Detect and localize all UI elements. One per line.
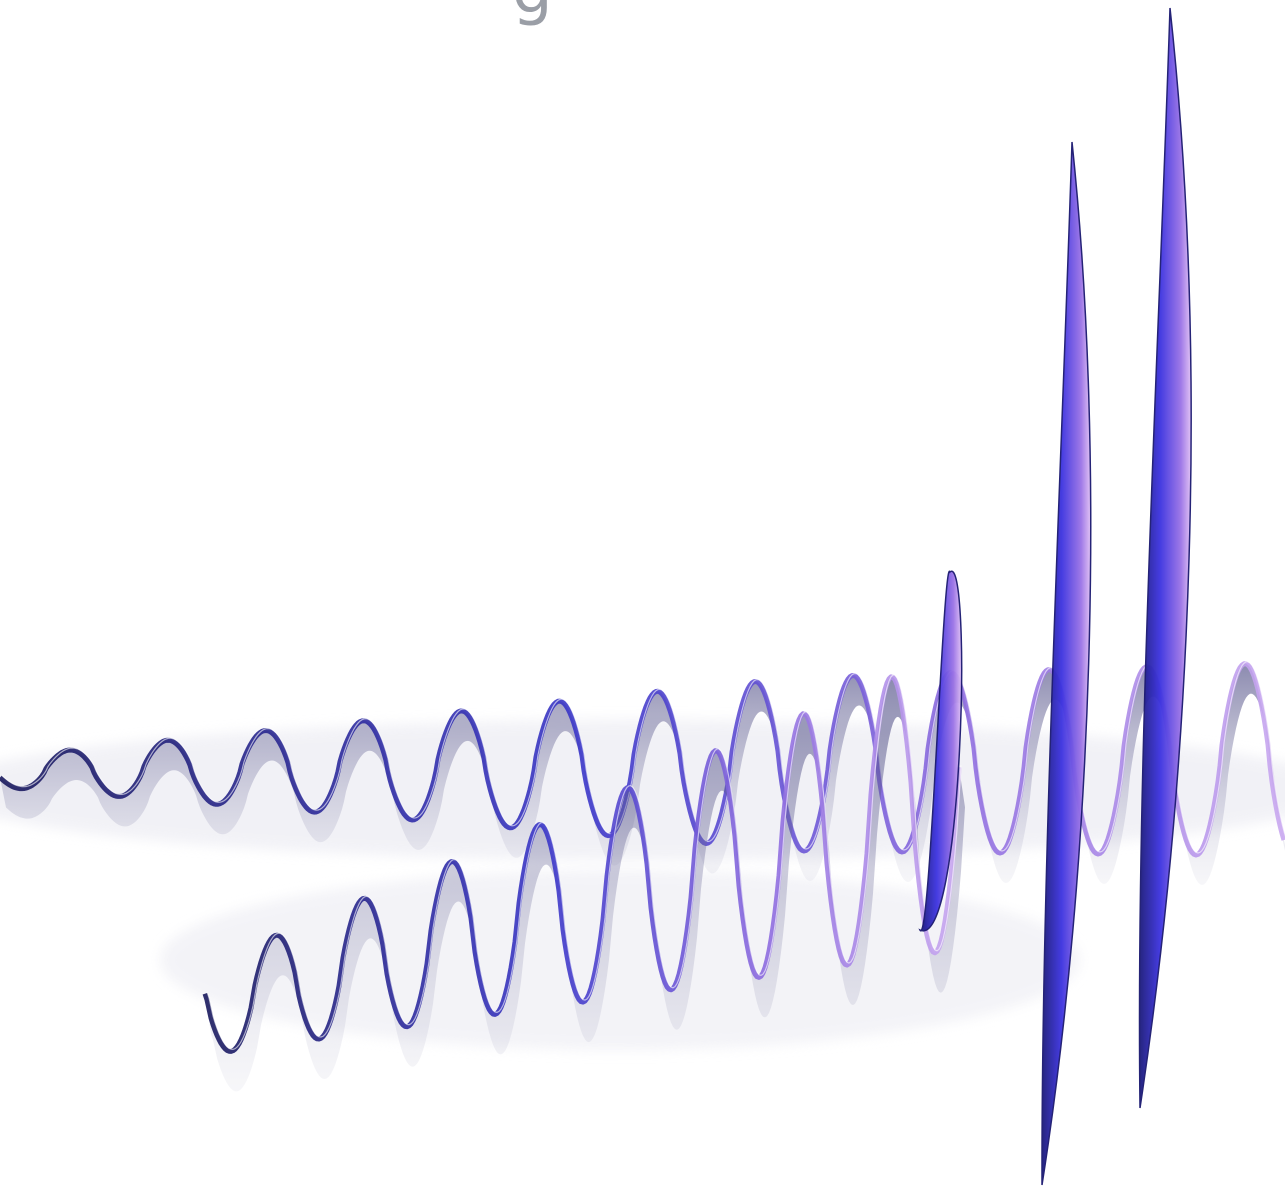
wave-layers (0, 8, 1285, 1185)
spike (1042, 142, 1091, 1185)
caption-fragment: g (512, 0, 553, 28)
wave-render: g (0, 0, 1285, 1186)
page: g (() => { const data = JSON.parse(docum… (0, 0, 1285, 1186)
spike (1139, 8, 1191, 1108)
